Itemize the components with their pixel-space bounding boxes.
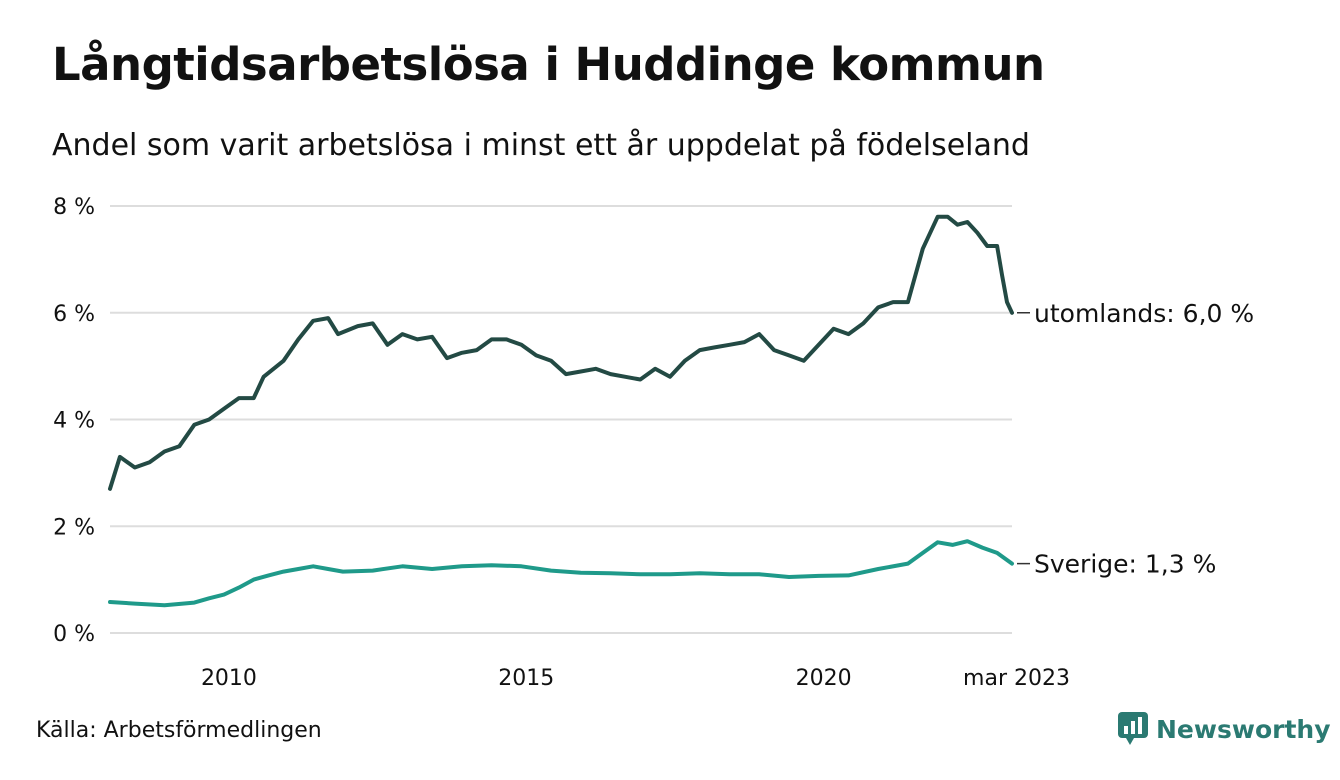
y-tick-label: 2 % (53, 515, 95, 540)
chart-title: Långtidsarbetslösa i Huddinge kommun (52, 38, 1045, 91)
series-line-utomlands (108, 214, 1014, 491)
brand-name: Newsworthy (1156, 714, 1331, 744)
x-tick-label: 2020 (796, 666, 852, 691)
y-tick-label: 0 % (53, 622, 95, 647)
series-line-sverige (108, 539, 1014, 608)
x-tick-label: mar 2023 (963, 666, 1070, 691)
y-tick-label: 6 % (53, 302, 95, 327)
series-lines (108, 214, 1014, 608)
chart-subtitle: Andel som varit arbetslösa i minst ett å… (52, 128, 1030, 163)
x-axis-ticks: 2010 2015 2020 mar 2023 (201, 666, 1070, 691)
brand-logo[interactable]: Newsworthy (1118, 712, 1331, 746)
y-tick-label: 8 % (53, 195, 95, 220)
source-note: Källa: Arbetsförmedlingen (36, 718, 322, 743)
bar-chart-icon (1118, 712, 1148, 745)
series-end-label: Sverige: 1,3 % (1034, 550, 1216, 579)
gridlines (110, 205, 1012, 634)
series-end-labels: utomlands: 6,0 % Sverige: 1,3 % (1017, 299, 1254, 579)
series-end-label: utomlands: 6,0 % (1034, 299, 1254, 328)
y-axis-ticks: 0 % 2 % 4 % 6 % 8 % (53, 195, 95, 647)
x-tick-label: 2010 (201, 666, 257, 691)
y-tick-label: 4 % (53, 409, 95, 434)
x-tick-label: 2015 (498, 666, 554, 691)
